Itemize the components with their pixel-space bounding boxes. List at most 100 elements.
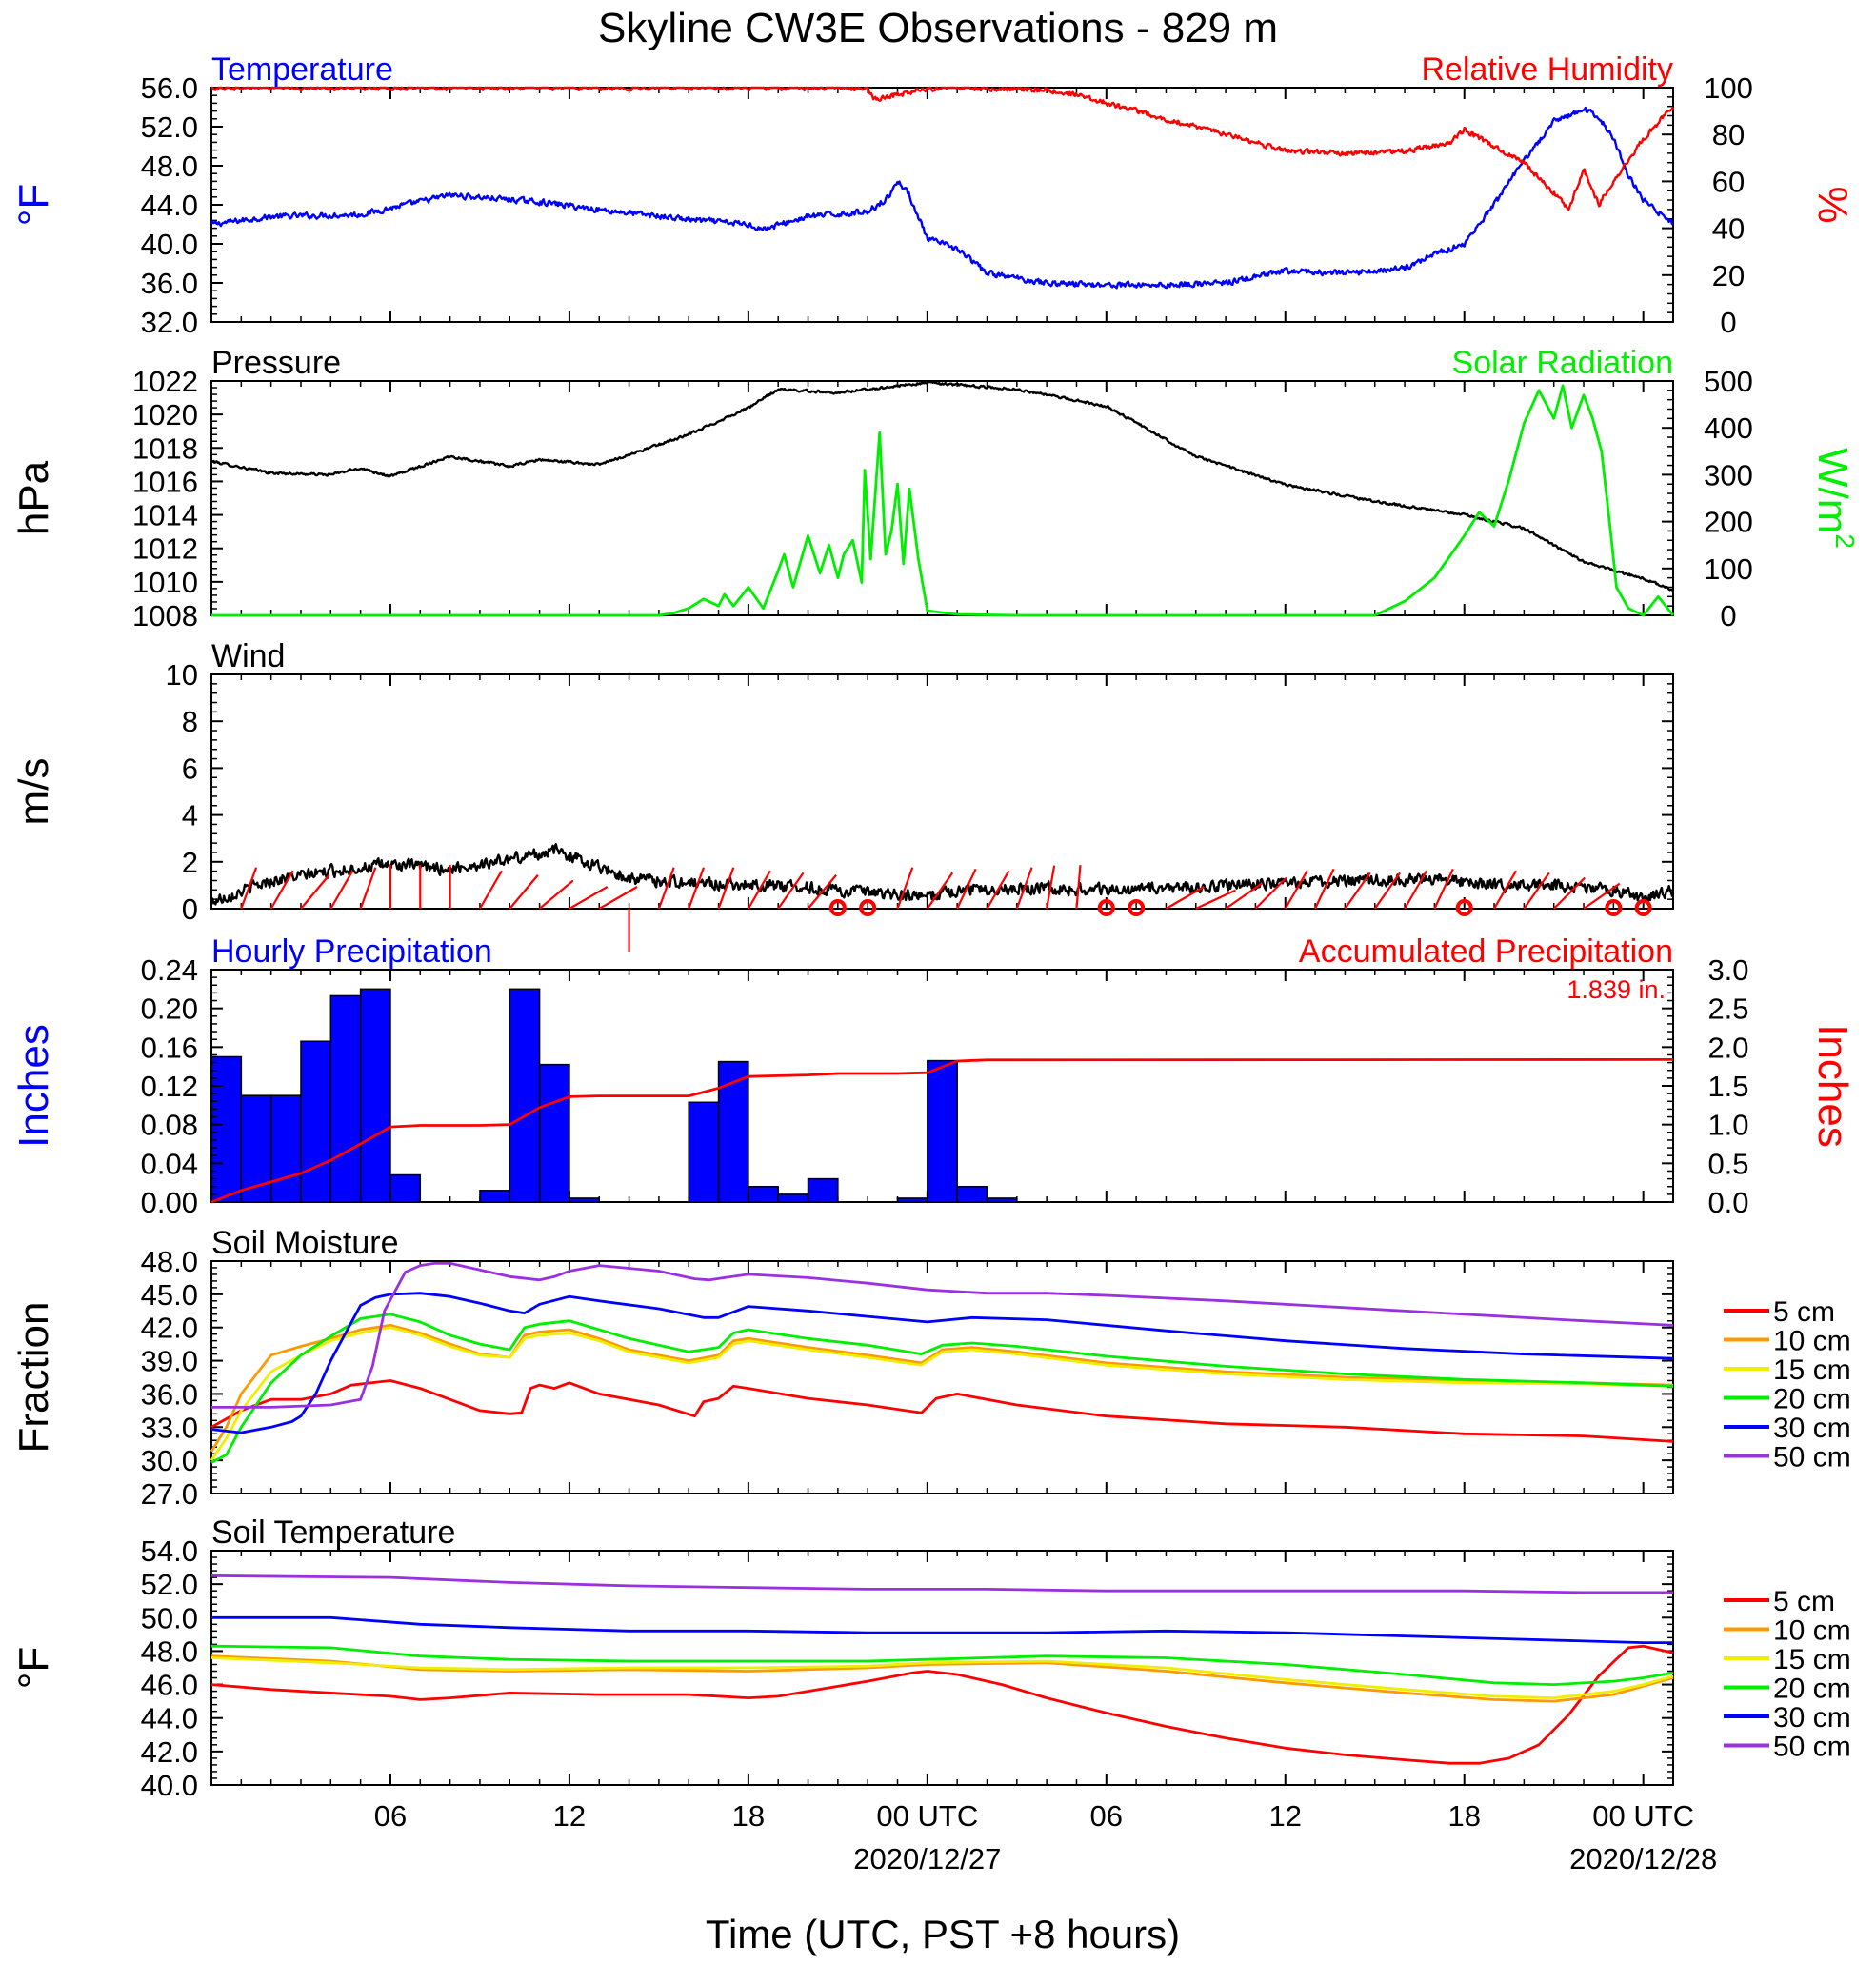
precip-bar bbox=[688, 1101, 720, 1203]
precip-bar bbox=[927, 1059, 958, 1203]
precip-bar bbox=[748, 1185, 779, 1203]
y2-tick-label: 2.5 bbox=[1707, 993, 1748, 1026]
wind-barb bbox=[329, 870, 354, 910]
y-tick-label: 10 bbox=[166, 658, 198, 692]
y-tick-label: 50.0 bbox=[141, 1601, 198, 1634]
wind-barb bbox=[1075, 865, 1082, 910]
x-tick-label: 12 bbox=[1269, 1799, 1302, 1833]
y-tick-label: 0.12 bbox=[141, 1070, 198, 1103]
y-axis-label: °F bbox=[10, 184, 57, 226]
y-tick-label: 30.0 bbox=[141, 1444, 198, 1477]
y2-tick-label: 1.5 bbox=[1707, 1070, 1748, 1103]
precip-bars bbox=[210, 988, 1018, 1203]
wind-barb bbox=[300, 874, 330, 910]
y-tick-label: 48.0 bbox=[141, 1634, 198, 1668]
wind-calm-marker bbox=[828, 899, 847, 916]
wind-barb bbox=[688, 867, 705, 910]
wind-calm-marker bbox=[1455, 899, 1473, 916]
wind-barb bbox=[1284, 870, 1308, 910]
wind-barb bbox=[986, 870, 1010, 910]
series-line-black bbox=[210, 843, 1675, 906]
y2-tick-label: 300 bbox=[1704, 458, 1753, 491]
wind-calm-marker bbox=[859, 899, 877, 916]
series-line-yellow bbox=[210, 1326, 1674, 1461]
precip-bar bbox=[300, 1040, 332, 1203]
series-line-red bbox=[210, 1058, 1674, 1204]
legend-label: 50 cm bbox=[1773, 1732, 1851, 1763]
y-tick-label: 0.16 bbox=[141, 1031, 198, 1064]
panel-title-right: Relative Humidity bbox=[1421, 51, 1673, 88]
accumulated-total-label: 1.839 in. bbox=[1567, 975, 1666, 1004]
plot-frame bbox=[210, 1260, 1674, 1494]
series-line-red bbox=[210, 1644, 1674, 1765]
series-line-purple bbox=[211, 1261, 1674, 1409]
y-tick-label: 1022 bbox=[132, 365, 198, 398]
y-tick-label: 27.0 bbox=[141, 1477, 198, 1511]
legend-label: 30 cm bbox=[1773, 1413, 1851, 1444]
y2-tick-label: 60 bbox=[1712, 165, 1745, 198]
series-line-orange bbox=[210, 1324, 1674, 1453]
x-date-label: 2020/12/28 bbox=[1569, 1842, 1717, 1875]
y2-tick-label: 40 bbox=[1712, 212, 1745, 246]
y-axis-label: m/s bbox=[10, 758, 57, 826]
wind-barb bbox=[1195, 889, 1236, 910]
y-tick-label: 4 bbox=[182, 799, 198, 832]
y-tick-label: 45.0 bbox=[141, 1278, 198, 1312]
y-tick-label: 54.0 bbox=[141, 1534, 198, 1568]
y2-tick-label: 0.5 bbox=[1707, 1147, 1748, 1180]
legend-label: 5 cm bbox=[1773, 1296, 1835, 1328]
wind-calm-marker bbox=[1128, 899, 1146, 916]
y-tick-label: 1008 bbox=[132, 599, 198, 632]
wind-barb bbox=[478, 870, 503, 910]
y2-tick-label: 0 bbox=[1720, 599, 1736, 632]
wind-barb bbox=[598, 886, 638, 910]
x-tick-label: 12 bbox=[553, 1799, 586, 1833]
y-tick-label: 8 bbox=[182, 705, 198, 738]
y2-tick-label: 0.0 bbox=[1707, 1186, 1748, 1219]
precip-bar bbox=[777, 1193, 809, 1203]
precip-bar bbox=[329, 994, 362, 1203]
panel-title-left: Temperature bbox=[211, 51, 393, 88]
panel-title-left: Soil Moisture bbox=[211, 1225, 399, 1261]
x-tick-label: 00 UTC bbox=[876, 1799, 978, 1833]
y-tick-label: 0.24 bbox=[141, 953, 198, 987]
wind-calm-marker bbox=[1634, 899, 1652, 916]
y-axis-label: hPa bbox=[10, 460, 57, 535]
wind-barb bbox=[657, 867, 675, 910]
panel-title-left: Hourly Precipitation bbox=[211, 933, 492, 970]
series-line-red bbox=[210, 1379, 1674, 1443]
wind-barb bbox=[240, 867, 258, 910]
precip-bar bbox=[509, 988, 541, 1203]
wind-barb bbox=[1314, 868, 1335, 910]
wind-barb bbox=[956, 868, 977, 910]
y-tick-label: 0.20 bbox=[141, 993, 198, 1026]
wind-barb bbox=[777, 872, 805, 910]
panel-wind: 0 2 4 6 8 10 Wind m/s bbox=[10, 638, 1675, 952]
legend-label: 20 cm bbox=[1773, 1674, 1851, 1705]
x-tick-label: 06 bbox=[1090, 1799, 1123, 1833]
y2-tick-label: 80 bbox=[1712, 118, 1745, 151]
legend-label: 15 cm bbox=[1773, 1354, 1851, 1386]
precip-bar bbox=[359, 988, 391, 1203]
precip-bar bbox=[389, 1173, 422, 1203]
wind-barb bbox=[538, 879, 574, 910]
series-line-orange bbox=[210, 1654, 1674, 1703]
panel-temp_rh: 32.0 36.0 40.0 44.0 48.0 52.0 56.0 0 20 40 60 80 100… bbox=[10, 51, 1856, 339]
y-tick-label: 40.0 bbox=[141, 1769, 198, 1802]
x-tick-label: 00 UTC bbox=[1592, 1799, 1694, 1833]
series-line-blue bbox=[210, 106, 1674, 290]
y-tick-label: 36.0 bbox=[141, 1377, 198, 1411]
x-axis-label: Time (UTC, PST +8 hours) bbox=[706, 1912, 1180, 1956]
y-axis-label: Inches bbox=[10, 1024, 57, 1148]
panel-title-left: Pressure bbox=[211, 345, 341, 381]
y-tick-label: 56.0 bbox=[141, 71, 198, 105]
precip-bar bbox=[269, 1094, 302, 1203]
legend-label: 20 cm bbox=[1773, 1384, 1851, 1415]
wind-barb bbox=[1225, 882, 1263, 910]
legend-label: 10 cm bbox=[1773, 1615, 1851, 1647]
y-tick-label: 32.0 bbox=[141, 306, 198, 339]
panel-title-right: Solar Radiation bbox=[1452, 345, 1673, 381]
y2-tick-label: 500 bbox=[1704, 365, 1753, 398]
